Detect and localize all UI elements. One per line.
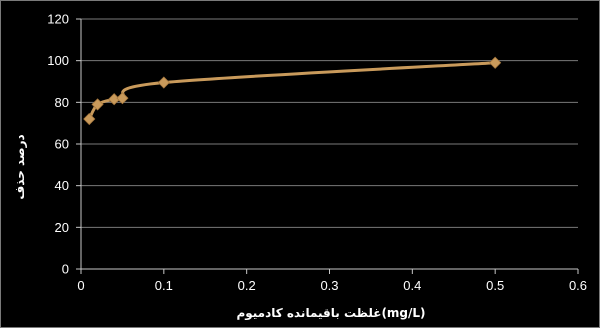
y-tick-label: 0 (62, 262, 69, 277)
x-tick-label: 0.5 (486, 278, 504, 293)
y-tick-label: 120 (47, 12, 69, 27)
y-tick-label: 60 (55, 137, 69, 152)
x-tick-label: 0.1 (155, 278, 173, 293)
data-point-marker (116, 92, 129, 105)
data-point-marker (157, 76, 170, 89)
x-axis-label: غلظت باقیمانده کادمیوم(mg/L) (236, 306, 425, 321)
axes (80, 19, 579, 274)
x-tick-label: 0 (77, 278, 84, 293)
y-tick-label: 100 (47, 53, 69, 68)
x-tick-label: 0.3 (320, 278, 338, 293)
series-group (83, 56, 502, 126)
gridlines (76, 18, 578, 270)
y-axis-label: درصد حذف (13, 134, 27, 199)
x-axis-ticks: 0 0.1 0.2 0.3 0.4 0.5 0.6 (77, 278, 587, 293)
y-tick-label: 40 (55, 178, 69, 193)
data-point-marker (91, 98, 104, 111)
x-tick-label: 0.4 (403, 278, 421, 293)
data-point-marker (83, 112, 96, 126)
x-tick-label: 0.6 (569, 278, 587, 293)
y-tick-label: 80 (55, 95, 69, 110)
x-tick-label: 0.2 (238, 278, 256, 293)
y-axis-ticks: 0 20 40 60 80 100 120 (47, 12, 69, 277)
data-point-marker (489, 56, 502, 69)
y-tick-label: 20 (55, 220, 69, 235)
series-line (87, 61, 496, 120)
